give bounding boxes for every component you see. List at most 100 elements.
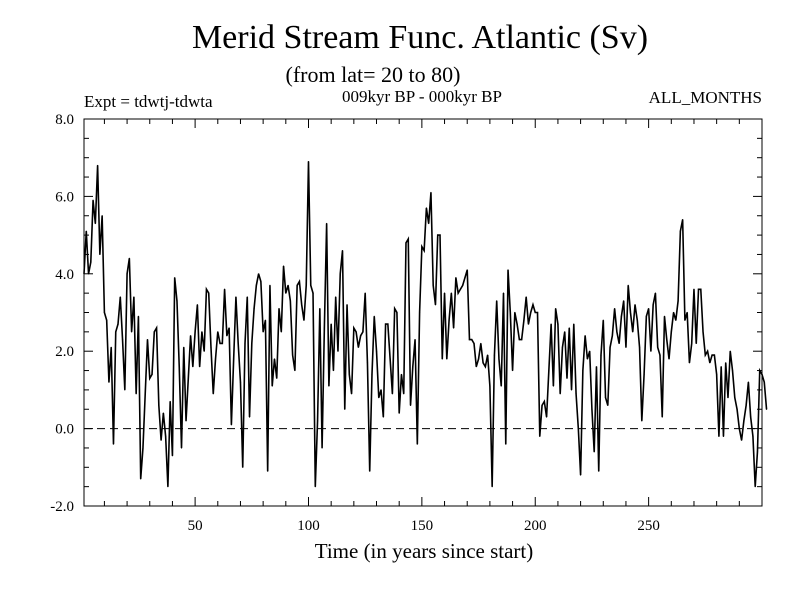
months-label: ALL_MONTHS bbox=[649, 88, 762, 107]
data-point bbox=[548, 369, 550, 372]
data-point bbox=[162, 412, 164, 414]
data-point bbox=[405, 242, 407, 244]
data-point bbox=[126, 273, 128, 275]
data-point bbox=[747, 381, 749, 383]
data-point bbox=[419, 311, 421, 314]
data-point bbox=[208, 292, 210, 294]
data-point bbox=[364, 292, 366, 294]
data-point bbox=[403, 393, 405, 395]
data-point bbox=[140, 478, 142, 480]
data-point bbox=[214, 358, 217, 360]
data-point bbox=[625, 346, 627, 348]
x-axis-label: Time (in years since start) bbox=[315, 539, 534, 563]
data-point bbox=[586, 358, 589, 360]
data-point bbox=[643, 373, 645, 376]
data-point bbox=[391, 393, 393, 395]
data-point bbox=[496, 300, 498, 302]
data-point bbox=[455, 277, 457, 279]
data-point bbox=[269, 284, 271, 287]
data-point bbox=[369, 470, 371, 472]
data-point bbox=[729, 350, 731, 352]
data-point bbox=[425, 207, 427, 209]
data-point bbox=[251, 342, 253, 345]
data-point bbox=[539, 435, 541, 437]
data-point bbox=[212, 393, 214, 395]
data-point bbox=[146, 338, 149, 341]
data-point bbox=[679, 230, 681, 232]
data-point bbox=[616, 331, 618, 333]
data-point bbox=[176, 300, 178, 302]
data-point bbox=[457, 292, 459, 294]
data-point bbox=[221, 342, 223, 345]
data-point bbox=[745, 404, 747, 406]
data-point bbox=[677, 300, 679, 302]
x-tick-label: 150 bbox=[411, 518, 434, 534]
data-point bbox=[355, 331, 357, 333]
data-point bbox=[366, 362, 369, 364]
data-point bbox=[484, 366, 486, 368]
data-point bbox=[439, 234, 441, 236]
data-point bbox=[307, 160, 310, 163]
data-point bbox=[203, 350, 205, 352]
data-point bbox=[448, 319, 450, 321]
data-point bbox=[316, 420, 319, 422]
data-point bbox=[373, 315, 375, 317]
data-point bbox=[559, 393, 561, 395]
data-point bbox=[598, 470, 600, 472]
data-point bbox=[346, 304, 348, 306]
data-point bbox=[267, 470, 269, 472]
data-point bbox=[260, 280, 262, 283]
data-point bbox=[235, 296, 237, 298]
data-point bbox=[187, 377, 189, 379]
data-point bbox=[743, 420, 745, 422]
data-point bbox=[580, 474, 582, 476]
data-point bbox=[466, 269, 468, 271]
data-point bbox=[555, 308, 557, 310]
data-point bbox=[394, 308, 396, 310]
data-point bbox=[131, 331, 133, 333]
data-point bbox=[706, 350, 709, 352]
data-point bbox=[185, 420, 187, 422]
data-point bbox=[650, 350, 652, 352]
data-point bbox=[489, 385, 491, 387]
data-point bbox=[468, 338, 471, 341]
data-point bbox=[362, 331, 364, 333]
data-point bbox=[446, 358, 448, 360]
data-point bbox=[589, 350, 591, 352]
data-point bbox=[502, 292, 505, 294]
data-point bbox=[545, 416, 548, 418]
data-point bbox=[278, 308, 280, 310]
data-point bbox=[142, 447, 144, 449]
data-point bbox=[262, 331, 264, 333]
data-point bbox=[577, 428, 579, 430]
data-point bbox=[582, 369, 584, 372]
data-point bbox=[654, 292, 657, 294]
data-point bbox=[301, 304, 303, 306]
data-point bbox=[738, 428, 740, 430]
data-point bbox=[165, 435, 167, 437]
data-point bbox=[119, 296, 121, 298]
data-point bbox=[287, 284, 289, 287]
data-point bbox=[153, 331, 155, 333]
data-point bbox=[110, 346, 112, 348]
data-point bbox=[398, 412, 400, 414]
data-point bbox=[516, 323, 518, 325]
data-point bbox=[740, 439, 743, 441]
data-point bbox=[725, 362, 727, 364]
data-point bbox=[167, 486, 169, 488]
data-point bbox=[106, 319, 108, 321]
data-point bbox=[500, 385, 502, 387]
data-point bbox=[441, 358, 443, 360]
data-point bbox=[564, 331, 566, 333]
data-point bbox=[92, 199, 94, 201]
data-point bbox=[750, 416, 752, 418]
data-point bbox=[591, 408, 593, 410]
data-point bbox=[702, 331, 704, 333]
data-point bbox=[682, 219, 684, 221]
data-point bbox=[375, 350, 378, 352]
x-tick-label: 100 bbox=[297, 518, 320, 534]
data-point bbox=[233, 358, 235, 360]
data-point bbox=[462, 284, 464, 287]
data-point bbox=[507, 269, 509, 271]
